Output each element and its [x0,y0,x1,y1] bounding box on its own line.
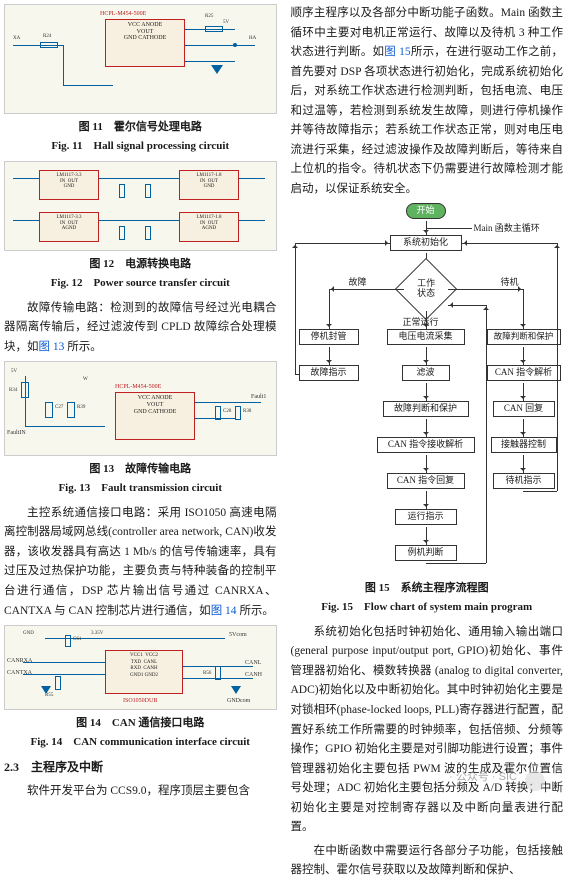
net-label: CANTXA [7,668,32,678]
chip-part: HCPL-M454-500E [100,9,146,19]
flow-node: CAN 指令接收解析 [377,437,475,453]
fig15-caption-cn: 图 15 系统主程序流程图 [365,579,489,598]
net-label: Fault1 [251,392,266,402]
resistor [205,26,223,32]
fig15-flowchart: 开始 Main 函数主循环 系统初始化 工作 状态 故障 正常运行 待机 停机封… [291,203,564,575]
fig11-caption-cn: 图 11 霍尔信号处理电路 [79,118,202,137]
flow-node: 接触器控制 [491,437,557,453]
v-label: 5V [11,368,17,377]
net-label: CANL [245,658,261,668]
fig13-caption-cn: 图 13 故障传输电路 [89,460,191,479]
fig-link[interactable]: 图 13 [39,341,65,353]
fig12-schematic: LM1117-3.3IN OUTGND LM1117-1.8IN OUTGND … [4,161,277,251]
paragraph: 故障传输电路：检测到的故障信号经过光电耦合器隔离传输后，经过滤波传到 CPLD … [4,299,277,358]
paragraph: 在中断函数中需要运行各部分子功能，包括接触器控制、霍尔信号获取以及故障判断和保护… [291,842,564,881]
net-label: 5V [223,19,229,28]
net-label: XA [13,35,20,44]
gnd-label: GND [23,630,34,639]
paragraph: 软件开发平台为 CCS9.0，程序顶层主要包含 [4,782,277,802]
part-label: W [83,376,88,385]
fig15-caption-en: Fig. 15 Flow chart of system main progra… [321,598,532,617]
net-label: CANRXA [7,656,32,666]
regulator: LM1117-3.3IN OUTAGND [39,212,99,242]
flow-label: 正常运行 [403,315,439,330]
section-heading: 2.3 主程序及中断 [4,757,277,777]
flow-note: Main 函数主循环 [474,221,540,236]
fig14-caption-en: Fig. 14 CAN communication interface circ… [31,733,250,752]
flow-start: 开始 [406,203,446,219]
fig11-caption-en: Fig. 11 Hall signal processing circuit [51,137,229,156]
part-label: C28 [223,408,231,417]
net-label: HA [249,35,256,44]
paragraph: 主控系统通信接口电路：采用 ISO1050 高速电隔离控制器局域网总线(cont… [4,504,277,621]
chip-part: HCPL-M454-500E [115,382,161,392]
flow-node: CAN 回复 [493,401,555,417]
fig13-schematic: 5V R34 FaultIN C27 R39 HCPL-M454-500E VC… [4,361,277,456]
figure-13: 5V R34 FaultIN C27 R39 HCPL-M454-500E VC… [4,361,277,497]
regulator: LM1117-3.3IN OUTGND [39,170,99,200]
fig11-schematic: XA R24 HCPL-M454-500E VCC ANODE VOUT GND… [4,4,277,114]
figure-11: XA R24 HCPL-M454-500E VCC ANODE VOUT GND… [4,4,277,155]
figure-15: 开始 Main 函数主循环 系统初始化 工作 状态 故障 正常运行 待机 停机封… [291,203,564,616]
chip: VCC ANODE VOUT GND CATHODE [115,392,195,440]
flow-node: 故障判断和保护 [383,401,469,417]
part-label: R39 [77,404,85,413]
flow-label: 故障 [349,275,367,290]
flow-node: 故障指示 [299,365,359,381]
net-label: FaultIN [7,428,26,438]
resistor [40,42,58,48]
chip: VCC1 VCC2TXD CANLRXD CANHGND1 GND2 [105,650,183,694]
part-label: R34 [9,387,17,396]
watermark-text: · 公众号 · SIC [449,768,517,787]
fig-link[interactable]: 图 14 [211,605,237,617]
watermark-icon [525,771,545,791]
v-label: 3.35V [91,630,103,639]
figure-12: LM1117-3.3IN OUTGND LM1117-1.8IN OUTGND … [4,161,277,292]
chip-part: ISO1050DUB [123,696,157,706]
flow-node: 待机指示 [493,473,555,489]
flow-node: 系统初始化 [390,235,462,251]
paragraph: 系统初始化包括时钟初始化、通用输入输出端口(general purpose in… [291,623,564,838]
paragraph: 顺序主程序以及各部分中断功能子函数。Main 函数主循环中主要对电机正常运行、故… [291,4,564,199]
part-label: C27 [55,404,63,413]
flow-node: 故障判断和保护 [487,329,561,344]
fig14-caption-cn: 图 14 CAN 通信接口电路 [76,714,204,733]
net-label: 5Vcom [229,630,247,640]
r-label: R24 [43,33,51,42]
chip: VCC ANODE VOUT GND CATHODE [105,19,185,67]
fig12-caption-en: Fig. 12 Power source transfer circuit [51,274,230,293]
flow-node: 电压电流采集 [387,329,465,345]
fig14-schematic: GND 3.35V 5Vcom C61 VCC1 VCC2TXD CANLRXD… [4,625,277,710]
part-label: C61 [73,636,81,645]
regulator: LM1117-1.8IN OUTAGND [179,212,239,242]
flow-node: CAN 指令解析 [487,365,561,381]
flow-node: 例机判断 [395,545,457,561]
regulator: LM1117-1.8IN OUTGND [179,170,239,200]
r-label: R25 [205,13,213,22]
net-label: CANH [245,670,262,680]
flow-node: 停机封管 [299,329,359,345]
flow-node: 运行指示 [395,509,457,525]
fig12-caption-cn: 图 12 电源转换电路 [89,255,191,274]
part-label: R56 [203,670,211,679]
flow-label: 待机 [501,275,519,290]
part-label: R38 [243,408,251,417]
figure-14: GND 3.35V 5Vcom C61 VCC1 VCC2TXD CANLRXD… [4,625,277,751]
fig13-caption-en: Fig. 13 Fault transmission circuit [58,479,222,498]
flow-node: 滤波 [402,365,450,381]
flow-node: CAN 指令回复 [387,473,465,489]
fig-link[interactable]: 图 15 [384,46,410,58]
